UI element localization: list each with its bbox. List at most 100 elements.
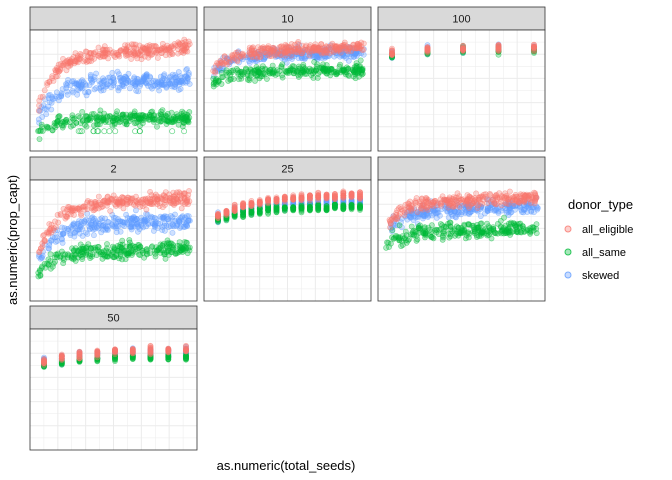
data-point bbox=[279, 61, 286, 68]
data-point bbox=[180, 110, 187, 116]
data-point bbox=[55, 250, 61, 257]
data-point bbox=[68, 252, 75, 259]
data-point bbox=[240, 213, 246, 219]
data-point bbox=[75, 254, 81, 261]
data-point bbox=[136, 219, 143, 226]
facet-panel-1: 1 bbox=[29, 6, 198, 152]
data-point bbox=[451, 227, 458, 234]
data-point bbox=[177, 86, 184, 92]
data-point bbox=[358, 71, 365, 78]
data-point bbox=[59, 231, 66, 237]
data-point bbox=[162, 201, 168, 208]
data-point bbox=[95, 193, 102, 200]
data-point bbox=[389, 45, 395, 52]
data-point bbox=[37, 272, 44, 278]
data-point bbox=[78, 210, 84, 217]
data-point bbox=[93, 85, 99, 91]
data-point bbox=[145, 50, 152, 57]
data-point bbox=[48, 229, 55, 236]
data-point bbox=[161, 213, 168, 219]
data-point bbox=[147, 351, 154, 358]
data-point bbox=[64, 206, 70, 213]
data-point bbox=[103, 117, 110, 124]
data-point bbox=[123, 80, 130, 86]
data-point bbox=[353, 52, 360, 59]
data-point bbox=[323, 194, 330, 200]
data-point bbox=[357, 204, 363, 211]
data-point bbox=[398, 243, 404, 249]
data-point bbox=[393, 209, 400, 216]
legend-key-skewed bbox=[564, 271, 572, 279]
data-point bbox=[462, 200, 469, 207]
data-point bbox=[54, 237, 61, 244]
data-point bbox=[440, 230, 447, 237]
data-point bbox=[73, 228, 79, 234]
data-point bbox=[100, 115, 107, 122]
data-point bbox=[139, 112, 146, 118]
series-all-same bbox=[35, 107, 193, 142]
data-point bbox=[75, 87, 82, 93]
data-point bbox=[318, 41, 324, 47]
data-point bbox=[113, 229, 120, 236]
data-point bbox=[223, 58, 230, 65]
data-point bbox=[104, 46, 110, 53]
data-point bbox=[40, 232, 46, 239]
data-point bbox=[162, 193, 169, 200]
facet-strip-label: 2 bbox=[110, 164, 116, 176]
data-point bbox=[82, 122, 88, 128]
data-point bbox=[528, 208, 535, 215]
legend-label-all-same: all_same bbox=[582, 247, 626, 259]
data-point bbox=[41, 87, 48, 94]
data-point bbox=[123, 211, 129, 218]
data-point bbox=[137, 48, 144, 55]
data-point bbox=[111, 254, 117, 261]
data-point bbox=[228, 67, 235, 74]
data-point bbox=[178, 244, 184, 250]
data-point bbox=[278, 43, 285, 49]
data-point bbox=[273, 198, 280, 205]
data-point bbox=[405, 237, 411, 244]
data-point bbox=[43, 106, 50, 113]
data-point bbox=[184, 42, 191, 49]
data-point bbox=[465, 221, 472, 227]
data-point bbox=[36, 249, 42, 256]
data-point bbox=[36, 102, 42, 109]
facet-panel-5: 5 bbox=[377, 156, 546, 302]
data-point bbox=[266, 69, 273, 76]
series-skewed bbox=[35, 66, 193, 126]
data-point bbox=[517, 220, 524, 227]
data-point bbox=[301, 56, 308, 62]
data-point bbox=[117, 253, 124, 259]
data-point bbox=[157, 244, 164, 251]
data-point bbox=[154, 83, 161, 90]
data-point bbox=[92, 221, 98, 228]
data-point bbox=[478, 229, 485, 236]
data-point bbox=[176, 81, 183, 88]
data-point bbox=[516, 199, 523, 206]
data-point bbox=[429, 234, 436, 241]
data-point bbox=[133, 193, 139, 200]
data-point bbox=[52, 258, 58, 265]
data-point bbox=[169, 246, 176, 253]
legend: donor_type all_eligible all_same skewed bbox=[564, 197, 633, 282]
data-point bbox=[281, 196, 288, 203]
data-point bbox=[306, 197, 313, 204]
data-point bbox=[67, 58, 74, 64]
data-point bbox=[154, 55, 161, 61]
data-point bbox=[111, 245, 118, 252]
data-point bbox=[256, 197, 263, 203]
data-point bbox=[75, 59, 81, 66]
data-point bbox=[63, 85, 69, 91]
data-point bbox=[90, 128, 97, 135]
data-point bbox=[213, 75, 220, 82]
data-point bbox=[168, 119, 175, 125]
data-point bbox=[185, 245, 192, 251]
data-point bbox=[39, 243, 46, 250]
data-point bbox=[157, 47, 164, 53]
data-point bbox=[506, 188, 513, 195]
data-point bbox=[488, 235, 495, 242]
data-point bbox=[445, 220, 451, 227]
data-point bbox=[157, 73, 164, 80]
data-point bbox=[223, 69, 230, 76]
data-point bbox=[47, 251, 54, 258]
